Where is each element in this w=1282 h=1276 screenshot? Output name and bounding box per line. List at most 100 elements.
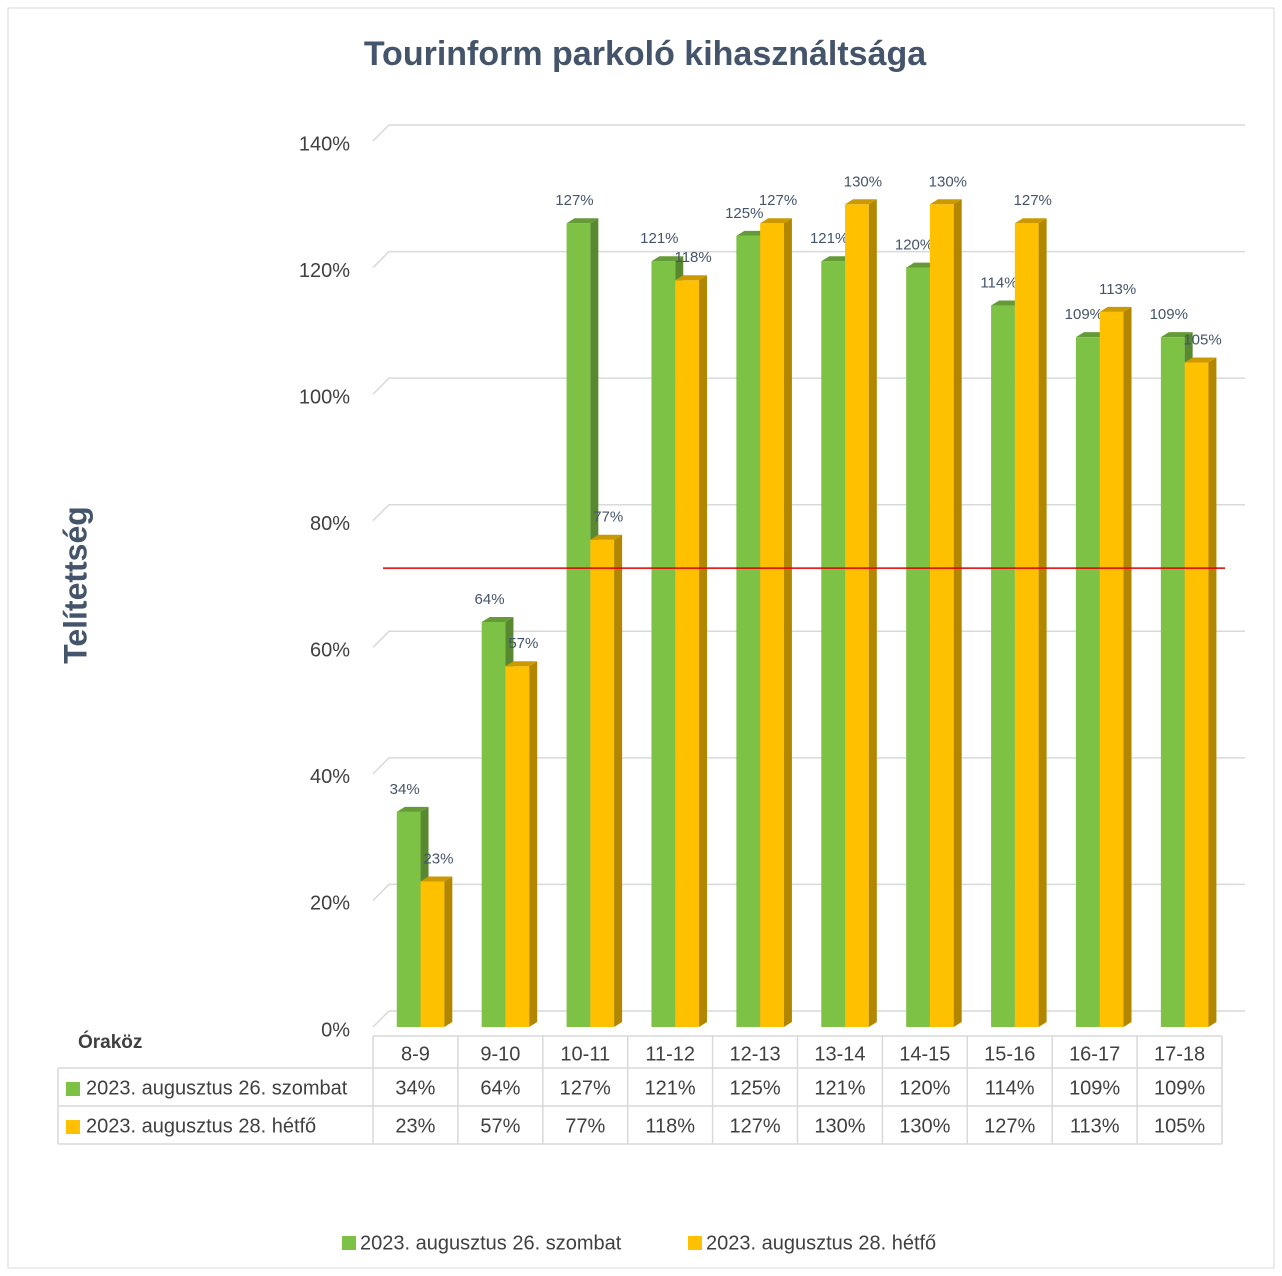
bar xyxy=(1099,306,1132,1027)
bar-top xyxy=(1099,306,1132,312)
table-cell: 23% xyxy=(395,1115,435,1137)
bar-top xyxy=(845,199,877,205)
table-cell: 77% xyxy=(565,1115,605,1137)
data-label: 57% xyxy=(508,635,538,652)
y-axis-label: Telítettség xyxy=(57,506,93,664)
bar xyxy=(760,218,792,1027)
bar-front xyxy=(1014,223,1039,1027)
bar-front xyxy=(420,881,445,1027)
table-cell: 114% xyxy=(985,1077,1035,1099)
data-label: 114% xyxy=(980,275,1017,292)
bar-front xyxy=(736,235,761,1027)
x-tick-label: 15-16 xyxy=(984,1043,1035,1065)
table-cell: 130% xyxy=(899,1115,950,1137)
data-label: 109% xyxy=(1150,306,1188,323)
bar-side xyxy=(1208,357,1217,1027)
bar-top xyxy=(396,806,429,812)
table-header: Óraköz xyxy=(78,1031,142,1053)
grid-line xyxy=(372,124,1245,142)
bar-top xyxy=(675,275,708,281)
chart-title: Tourinform parkoló kihasználtsága xyxy=(364,35,927,73)
y-tick-label: 60% xyxy=(310,640,350,662)
bar xyxy=(1014,218,1047,1027)
data-label: 127% xyxy=(1014,192,1052,209)
bar-side xyxy=(1123,306,1132,1027)
bar-top xyxy=(1014,218,1047,224)
bar-front xyxy=(1160,337,1185,1028)
y-tick-label: 100% xyxy=(299,386,350,408)
table-cell: 109% xyxy=(1069,1077,1120,1099)
bar-front xyxy=(821,261,846,1027)
table-cell: 120% xyxy=(899,1077,950,1099)
bar-front xyxy=(675,280,700,1027)
y-tick-label: 140% xyxy=(299,133,350,155)
legend-label: 2023. augusztus 28. hétfő xyxy=(706,1232,936,1254)
bar-front xyxy=(1099,311,1124,1027)
bar-front xyxy=(505,666,530,1027)
bar-top xyxy=(651,256,684,262)
x-tick-label: 16-17 xyxy=(1069,1043,1120,1065)
table-cell: 57% xyxy=(480,1115,520,1137)
data-label: 34% xyxy=(390,781,420,798)
legend-key xyxy=(688,1236,702,1250)
bar-front xyxy=(566,223,591,1027)
table-cell: 121% xyxy=(814,1077,865,1099)
bar-side xyxy=(783,218,792,1027)
legend-label: 2023. augusztus 26. szombat xyxy=(360,1232,622,1254)
data-label: 64% xyxy=(475,591,505,608)
data-label: 125% xyxy=(725,205,763,222)
table-cell: 109% xyxy=(1154,1077,1205,1099)
table-legend-key xyxy=(66,1082,80,1096)
bar xyxy=(929,199,962,1028)
table-legend-key xyxy=(66,1120,80,1134)
data-label: 109% xyxy=(1065,306,1103,323)
chart-border xyxy=(7,7,1275,1269)
table-series-name: 2023. augusztus 26. szombat xyxy=(86,1077,348,1099)
bar-side xyxy=(953,199,962,1028)
table-cell: 121% xyxy=(645,1077,696,1099)
x-tick-label: 8-9 xyxy=(401,1043,430,1065)
x-tick-label: 11-12 xyxy=(645,1043,695,1065)
data-label: 130% xyxy=(844,173,882,190)
bar-front xyxy=(760,223,784,1027)
x-tick-label: 12-13 xyxy=(729,1043,780,1065)
data-label: 23% xyxy=(423,850,453,867)
bar-side xyxy=(444,876,453,1027)
bar-top xyxy=(1160,332,1193,338)
bar-side xyxy=(529,661,538,1027)
data-label: 113% xyxy=(1099,281,1136,298)
bar-top xyxy=(590,534,623,540)
bar-side xyxy=(1038,218,1047,1027)
bar-top xyxy=(505,661,538,667)
x-tick-label: 13-14 xyxy=(814,1043,865,1065)
data-label: 127% xyxy=(555,192,593,209)
bar-top xyxy=(566,218,599,224)
legend-key xyxy=(342,1236,356,1250)
x-tick-label: 10-11 xyxy=(560,1043,610,1065)
bar xyxy=(420,876,453,1027)
bar-front xyxy=(481,621,506,1027)
table-cell: 127% xyxy=(729,1115,780,1137)
bar xyxy=(590,534,623,1027)
bar-top xyxy=(929,199,962,205)
bar-front xyxy=(651,261,676,1027)
data-label: 121% xyxy=(640,230,678,247)
bar-side xyxy=(614,534,623,1027)
x-tick-label: 9-10 xyxy=(480,1043,520,1065)
bar-front xyxy=(929,204,954,1028)
table-cell: 64% xyxy=(480,1077,520,1099)
table-cell: 127% xyxy=(984,1115,1035,1137)
bar-top xyxy=(1184,357,1217,363)
table-series-name: 2023. augusztus 28. hétfő xyxy=(86,1115,316,1137)
table-cell: 118% xyxy=(645,1115,695,1137)
y-tick-label: 0% xyxy=(321,1019,350,1041)
data-label: 120% xyxy=(895,237,933,254)
table-cell: 105% xyxy=(1154,1115,1205,1137)
bar-front xyxy=(1075,337,1100,1028)
bar xyxy=(505,661,538,1027)
data-label: 77% xyxy=(593,509,623,526)
bar xyxy=(675,275,708,1027)
bar-front xyxy=(845,204,869,1028)
bar-side xyxy=(868,199,877,1028)
